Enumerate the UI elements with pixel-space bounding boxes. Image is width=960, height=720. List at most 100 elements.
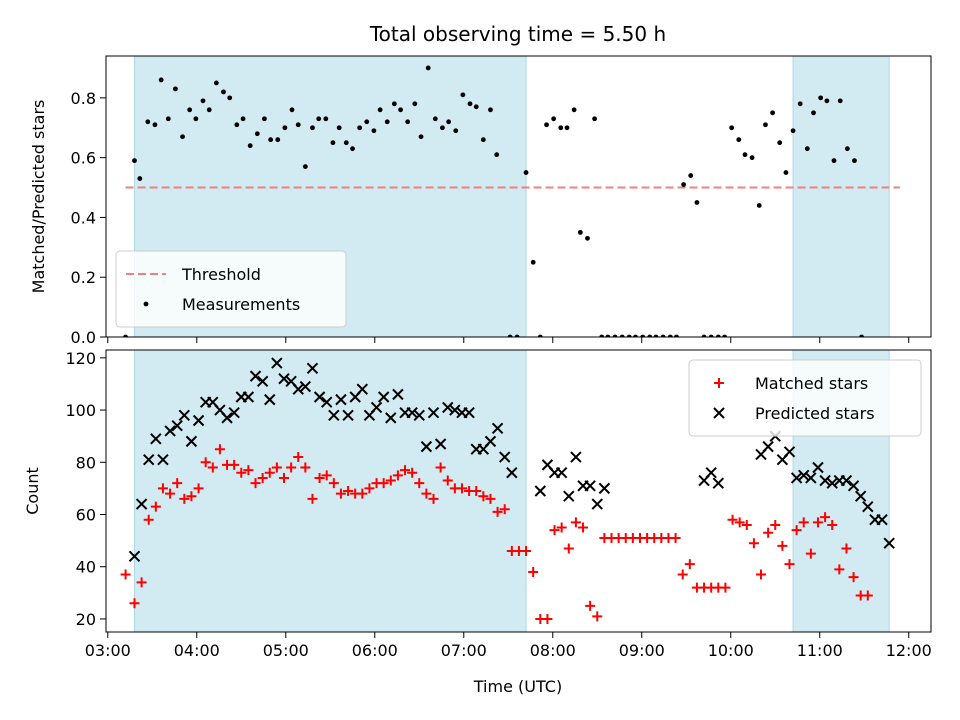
data-point (797, 101, 803, 107)
x-tick-label: 08:00 (530, 641, 576, 660)
data-point (323, 116, 329, 122)
legend-label: Threshold (181, 265, 261, 284)
legend-box (688, 359, 922, 437)
data-point (485, 493, 496, 504)
data-point (791, 525, 802, 536)
data-point (335, 488, 346, 499)
data-point (173, 86, 178, 92)
data-point (293, 452, 304, 463)
data-point (701, 334, 707, 337)
data-point (316, 116, 322, 122)
data-point (407, 467, 418, 478)
data-point (295, 122, 301, 128)
x-tick-label: 05:00 (263, 641, 309, 660)
y-axis-label: Matched/Predicted stars (29, 100, 48, 294)
data-point (356, 383, 369, 395)
data-point (549, 525, 560, 536)
data-point (249, 370, 262, 382)
data-point (811, 110, 816, 116)
data-point (847, 480, 860, 492)
data-point (712, 477, 725, 489)
data-point (384, 119, 390, 125)
data-point (591, 498, 603, 510)
data-point (571, 107, 577, 113)
data-point (307, 493, 318, 504)
data-point (684, 559, 695, 570)
data-point (371, 128, 377, 134)
data-point (392, 470, 403, 481)
data-point (563, 543, 574, 554)
data-point (343, 140, 349, 146)
data-point (734, 517, 745, 528)
data-point (598, 482, 611, 495)
data-point (385, 412, 397, 424)
data-point (214, 444, 225, 455)
data-point (783, 170, 789, 175)
data-point (180, 134, 185, 140)
y-tick-label: 40 (76, 558, 96, 577)
y-tick-label: 60 (76, 506, 96, 525)
data-point (271, 357, 283, 369)
data-point (514, 334, 520, 337)
y-tick-label: 0.4 (71, 208, 96, 227)
data-point (577, 229, 583, 235)
data-point (876, 514, 888, 526)
data-point (192, 414, 205, 427)
data-point (564, 125, 570, 131)
data-point (185, 435, 198, 448)
data-point (412, 101, 418, 107)
data-point (179, 493, 190, 504)
data-point (647, 334, 653, 337)
data-point (321, 470, 332, 481)
data-point (777, 140, 783, 146)
data-point (357, 125, 363, 131)
data-point (314, 472, 325, 483)
data-point (488, 107, 493, 113)
data-point (328, 409, 340, 421)
data-point (727, 514, 738, 525)
data-point (292, 383, 304, 395)
data-point (528, 566, 539, 577)
data-point (798, 469, 810, 482)
data-point (421, 488, 432, 499)
data-point (619, 334, 625, 337)
data-point (442, 401, 454, 414)
data-point (670, 533, 681, 543)
data-point (456, 483, 467, 494)
data-point (478, 491, 489, 502)
data-point (826, 477, 838, 489)
data-point (854, 490, 867, 502)
data-point (585, 235, 590, 241)
data-point (605, 334, 611, 337)
series-measurements (123, 65, 864, 337)
data-point (428, 493, 439, 504)
data-point (467, 101, 473, 107)
data-point (377, 107, 383, 113)
data-point (236, 467, 247, 478)
legend-swatch (714, 378, 724, 388)
data-point (570, 451, 582, 463)
legend-label: Matched stars (755, 374, 868, 393)
series-matched-stars (120, 444, 873, 624)
data-point (862, 590, 873, 601)
y-tick-label: 20 (76, 610, 96, 629)
data-point (852, 158, 857, 164)
data-point (824, 98, 830, 104)
data-point (330, 140, 336, 146)
data-point (756, 569, 767, 580)
data-point (278, 472, 289, 483)
data-point (748, 538, 759, 549)
data-point (321, 396, 333, 408)
data-point (688, 173, 694, 178)
data-point (335, 393, 347, 406)
x-tick-label: 09:00 (619, 641, 665, 660)
data-point (491, 422, 504, 435)
x-tick-label: 10:00 (708, 641, 754, 660)
data-point (227, 95, 233, 101)
data-point (460, 92, 466, 98)
data-point (741, 519, 752, 530)
data-point (302, 164, 308, 170)
x-axis-label: Time (UTC) (473, 677, 562, 696)
data-point (343, 486, 354, 496)
data-point (790, 128, 796, 134)
